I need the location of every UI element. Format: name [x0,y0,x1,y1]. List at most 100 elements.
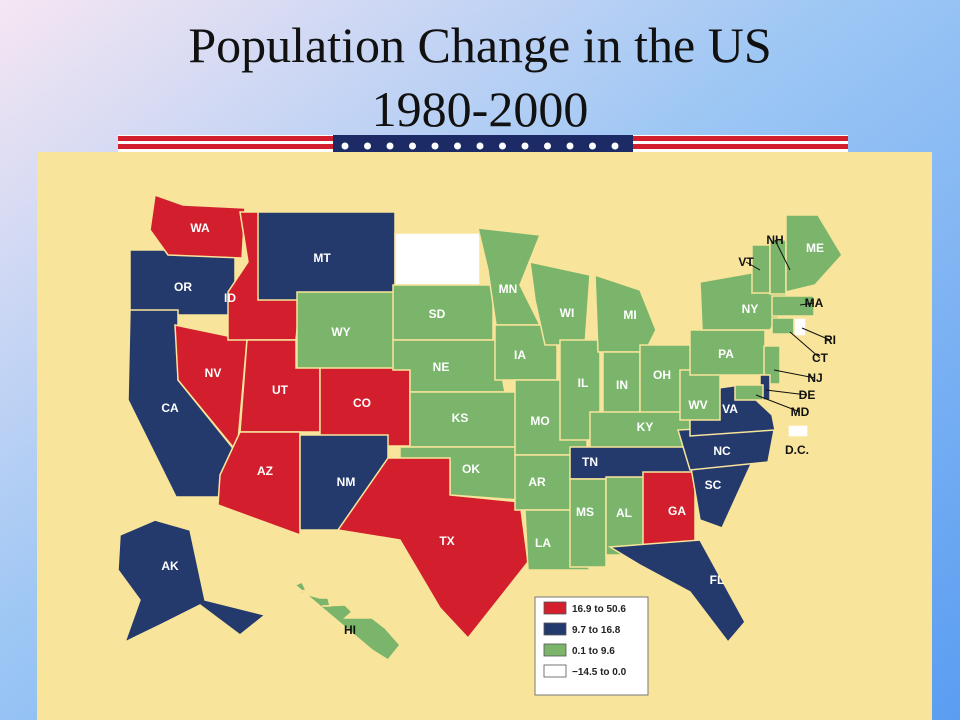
state-shape [217,431,301,537]
legend-label: 9.7 to 16.8 [572,625,621,636]
us-map: OR CA NV WA ID MT WY UT CO AZ NM ND SD NE KS OK TX MN IA MO… [117,193,843,661]
state-label: CA [161,401,179,415]
leader-line [765,389,808,396]
state-label: NM [337,475,356,489]
banner-star [386,142,394,150]
state-label: ME [806,241,824,255]
state-label: MT [313,251,331,265]
legend: 16.9 to 50.6 9.7 to 16.8 0.1 to 9.6 −14.5 t… [534,596,649,696]
state-label: OK [462,462,480,476]
state-shape [293,581,401,661]
leader-line [755,394,801,413]
state-label: KS [452,411,469,425]
leader-line [789,331,821,359]
banner-star [589,142,596,150]
banner-star [476,142,484,150]
state-label: GA [668,504,686,518]
state-label: NY [742,302,759,316]
state-shape [336,457,529,640]
state-shape [751,244,771,294]
banner-star [499,142,506,150]
state-shape [793,317,807,337]
state-label: MN [499,282,518,296]
legend-swatch [543,622,567,636]
state-label: FL [710,573,725,587]
banner-star [566,142,574,150]
state-label: DE [799,388,816,402]
state-shape [594,273,657,353]
state-label: NJ [807,371,822,385]
state-shape [769,239,787,295]
state-shape [117,519,267,644]
state-label: IN [616,378,628,392]
state-label: VT [738,255,754,269]
state-label: LA [535,536,551,550]
title-line: 1980-2000 [372,81,589,137]
state-label: TN [582,455,598,469]
state-label: IL [578,376,589,390]
state-label: NV [205,366,222,380]
state-label: AR [528,475,546,489]
state-label: MS [576,505,594,519]
state-label: NH [766,233,783,247]
state-label: VA [722,402,738,416]
state-label: MI [623,308,636,322]
legend-swatch [543,601,567,615]
banner-star [409,142,416,150]
state-label: NE [433,360,450,374]
banner-star [521,142,529,150]
state-label: ID [224,291,236,305]
legend-swatch [543,664,567,678]
state-label: RI [824,333,836,347]
leader-line [745,261,761,271]
state-label: WV [688,398,707,412]
state-label: WI [560,306,575,320]
legend-label: 0.1 to 9.6 [572,646,615,657]
state-label: HI [344,623,356,637]
state-label: MA [805,296,824,310]
state-label: NC [713,444,731,458]
state-label: WY [331,325,350,339]
state-label: WA [190,221,210,235]
legend-label: −14.5 to 0.0 [572,667,627,678]
legend-label: 16.9 to 50.6 [572,604,626,615]
leader-line [801,327,831,341]
state-label: PA [718,347,734,361]
state-label: OR [174,280,192,294]
banner-star [364,142,371,150]
state-label: AK [161,559,179,573]
state-shape [569,478,607,568]
state-label: TX [439,534,454,548]
banner-star [341,142,349,150]
state-label: AL [616,506,632,520]
state-label: ND [428,253,446,267]
state-label: OH [653,368,671,382]
state-label: MO [530,414,549,428]
state-shape [149,193,246,259]
state-label: MD [791,405,810,419]
state-shape [734,384,764,401]
state-label: UT [272,383,289,397]
state-label: D.C. [785,443,809,457]
banner-star [431,142,439,150]
state-label: KY [637,420,654,434]
leader-line [773,369,816,379]
state-label: CT [812,351,829,365]
state-shape [771,295,815,317]
state-label: SC [705,478,722,492]
leader-line [799,302,815,306]
state-shape [787,424,809,438]
state-shape [607,539,746,644]
state-label: SD [429,307,446,321]
state-label: AZ [257,464,273,478]
legend-swatch [543,643,567,657]
banner-star [454,142,461,150]
state-shape [785,214,843,293]
state-label: CO [353,396,371,410]
leader-line [774,239,791,271]
state-shape [771,317,795,335]
state-shape [679,369,721,421]
banner-star [611,142,619,150]
